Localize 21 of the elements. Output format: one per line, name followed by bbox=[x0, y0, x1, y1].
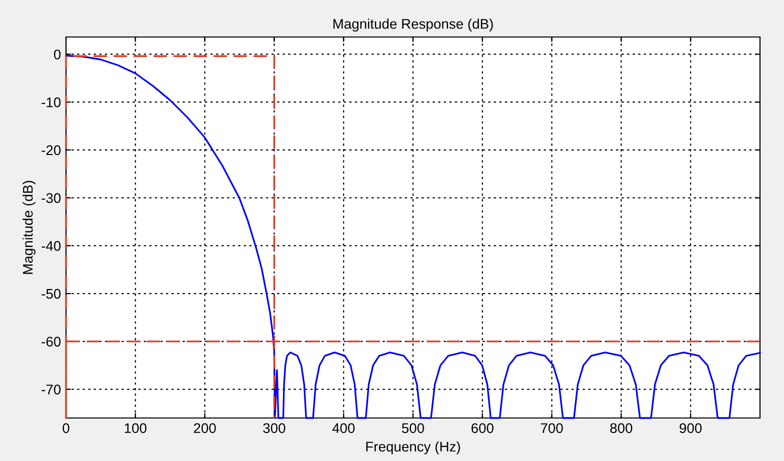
y-tick-label: -40 bbox=[42, 241, 61, 251]
y-tick-label: -10 bbox=[42, 97, 61, 108]
x-tick-label: 900 bbox=[680, 423, 702, 434]
y-tick-label: -70 bbox=[42, 384, 61, 394]
y-tick-label: -20 bbox=[42, 145, 61, 156]
y-tick-label: -60 bbox=[42, 336, 61, 347]
x-tick-label: 200 bbox=[194, 423, 216, 434]
y-tick-label: 0 bbox=[54, 50, 61, 60]
x-tick-label: 700 bbox=[540, 423, 563, 434]
x-tick-label: 500 bbox=[402, 423, 424, 434]
x-tick-label: 400 bbox=[332, 423, 355, 434]
x-axis-title: Frequency (Hz) bbox=[366, 441, 460, 454]
y-tick-label: -30 bbox=[42, 193, 61, 203]
y-tick-label: -50 bbox=[42, 288, 61, 299]
x-tick-label: 600 bbox=[472, 423, 494, 434]
chart-title: Magnitude Response (dB) bbox=[333, 18, 493, 32]
y-axis-title: Magnitude (dB) bbox=[22, 180, 36, 274]
x-tick-label: 100 bbox=[124, 423, 146, 434]
x-tick-label: 0 bbox=[62, 423, 70, 434]
x-tick-label: 300 bbox=[263, 423, 286, 434]
x-tick-label: 800 bbox=[610, 423, 632, 434]
